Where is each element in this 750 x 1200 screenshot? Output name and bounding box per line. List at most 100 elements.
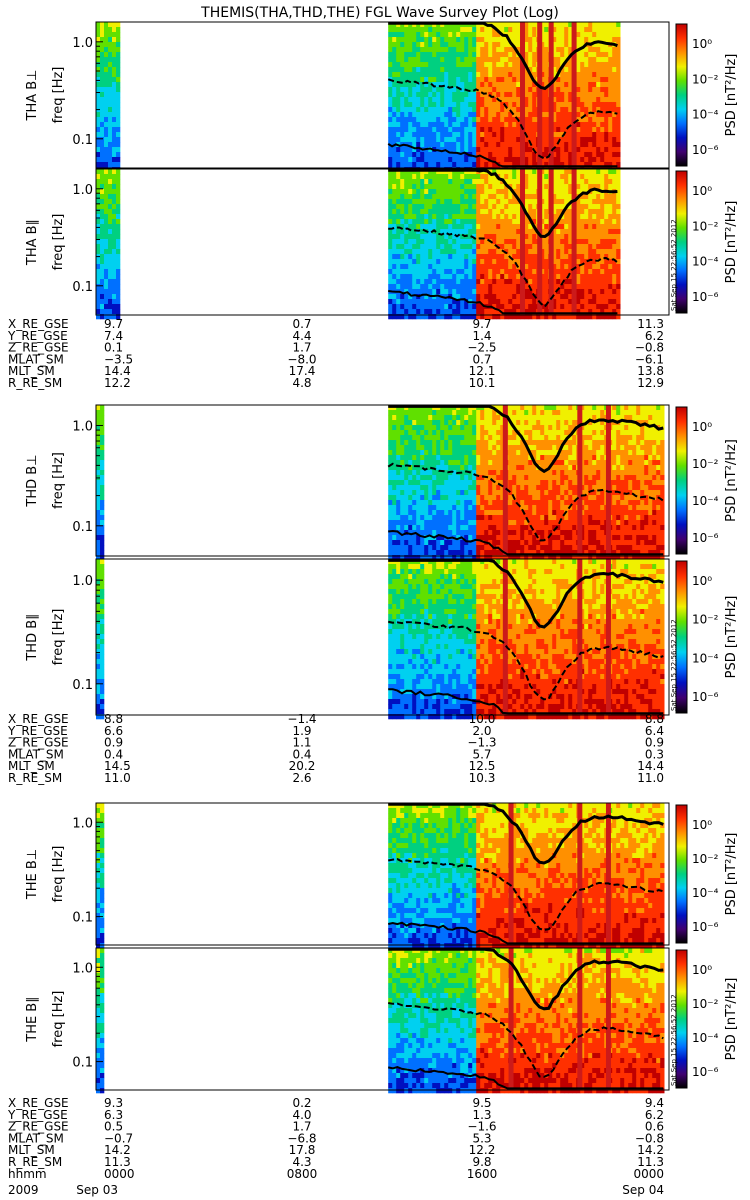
spectrogram-cell [508, 430, 513, 436]
spectrogram-cell [432, 199, 437, 205]
spectrogram-cell [96, 152, 101, 158]
spectrogram-cell [480, 57, 485, 63]
spectrogram-cell [456, 107, 461, 113]
spectrogram-cell [408, 137, 413, 143]
spectrogram-cell [448, 77, 453, 83]
spectrogram-cell [572, 314, 577, 320]
spectrogram-cell [432, 450, 437, 456]
spectrogram-cell [416, 199, 421, 205]
spectrogram-cell [564, 234, 569, 240]
spectrogram-cell [460, 530, 465, 536]
spectrogram-cell [468, 495, 473, 501]
spectrogram-cell [512, 515, 517, 521]
spectrogram-cell [412, 435, 417, 441]
spectrogram-cell [428, 520, 433, 526]
spectrogram-cell [400, 77, 405, 83]
spectrogram-cell [408, 92, 413, 98]
spectrogram-cell [484, 435, 489, 441]
spectrogram-cell [544, 122, 549, 128]
spectrogram-cell [492, 450, 497, 456]
spectrogram-cell [492, 184, 497, 190]
spectrogram-cell [484, 259, 489, 265]
spectrogram-cell [408, 415, 413, 421]
spectrogram-cell [424, 264, 429, 270]
spectrogram-cell [112, 309, 117, 315]
spectrogram-cell [436, 37, 441, 43]
spectrogram-cell [108, 117, 113, 123]
spectrogram-cell [396, 410, 401, 416]
spectrogram-cell [96, 87, 101, 93]
spectrogram-cell [104, 234, 109, 240]
spectrogram-cell [96, 515, 101, 521]
spectrogram-cell [428, 72, 433, 78]
spectrogram-cell [420, 229, 425, 235]
spectrogram-cell [464, 147, 469, 153]
spectrogram-cell [472, 279, 477, 285]
spectrogram-cell [472, 127, 477, 133]
spectrogram-cell [496, 239, 501, 245]
spectrogram-cell [436, 199, 441, 205]
spectrogram-cell [416, 450, 421, 456]
spectrogram-cell [584, 314, 589, 320]
spectrogram-cell [508, 284, 513, 290]
spectrogram-cell [452, 450, 457, 456]
spectrogram-cell [412, 254, 417, 260]
spectrogram-cell [500, 122, 505, 128]
spectrogram-cell [400, 137, 405, 143]
spectrogram-cell [436, 184, 441, 190]
spectrogram-cell [468, 435, 473, 441]
spectrogram-cell [412, 304, 417, 310]
spectrogram-cell [404, 97, 409, 103]
spectrogram-cell [508, 169, 513, 175]
spectrogram-cell [476, 284, 481, 290]
spectrogram-cell [588, 87, 593, 93]
spectrogram-cell [496, 62, 501, 68]
spectrogram-cell [100, 132, 105, 138]
spectrogram-cell [532, 22, 537, 28]
spectrogram-cell [416, 435, 421, 441]
spectrogram-cell [568, 259, 573, 265]
spectrogram-cell [420, 505, 425, 511]
spectrogram-cell [576, 209, 581, 215]
spectrogram-cell [456, 520, 461, 526]
spectrogram-cell [492, 22, 497, 28]
spectrogram-cell [424, 425, 429, 431]
spectrogram-cell [436, 264, 441, 270]
spectrogram-cell [472, 67, 477, 73]
spectrogram-cell [420, 440, 425, 446]
spectrogram-cell [488, 545, 493, 551]
spectrogram-cell [396, 184, 401, 190]
spectrogram-cell [552, 174, 557, 180]
spectrogram-cell [388, 32, 393, 38]
spectrogram-cell [392, 510, 397, 516]
spectrogram-cell [404, 214, 409, 220]
spectrogram-cell [508, 152, 513, 158]
spectrogram-cell [504, 22, 509, 28]
spectrogram-cell [392, 485, 397, 491]
spectrogram-cell [616, 209, 621, 215]
spectrogram-cell [600, 137, 605, 143]
spectrogram-cell [608, 152, 613, 158]
spectrogram-cell [608, 102, 613, 108]
spectrogram-cell [424, 77, 429, 83]
spectrogram-cell [456, 510, 461, 516]
spectrogram-cell [396, 545, 401, 551]
spectrogram-cell [428, 117, 433, 123]
spectrogram-cell [424, 284, 429, 290]
spectrogram-cell [440, 122, 445, 128]
spectrogram-cell [404, 127, 409, 133]
spectrogram-cell [616, 284, 621, 290]
spectrogram-cell [420, 189, 425, 195]
spectrogram-cell [412, 77, 417, 83]
colorbar-label: PSD [nT²/Hz] [724, 201, 739, 284]
spectrogram-cell [480, 490, 485, 496]
spectrogram-cell [496, 405, 501, 411]
spectrogram-cell [440, 87, 445, 93]
spectrogram-cell [432, 52, 437, 58]
spectrogram-cell [512, 224, 517, 230]
spectrogram-cell [476, 445, 481, 451]
spectrogram-cell [468, 42, 473, 48]
spectrogram-cell [448, 515, 453, 521]
spectrogram-cell [408, 264, 413, 270]
spectrogram-cell [496, 430, 501, 436]
